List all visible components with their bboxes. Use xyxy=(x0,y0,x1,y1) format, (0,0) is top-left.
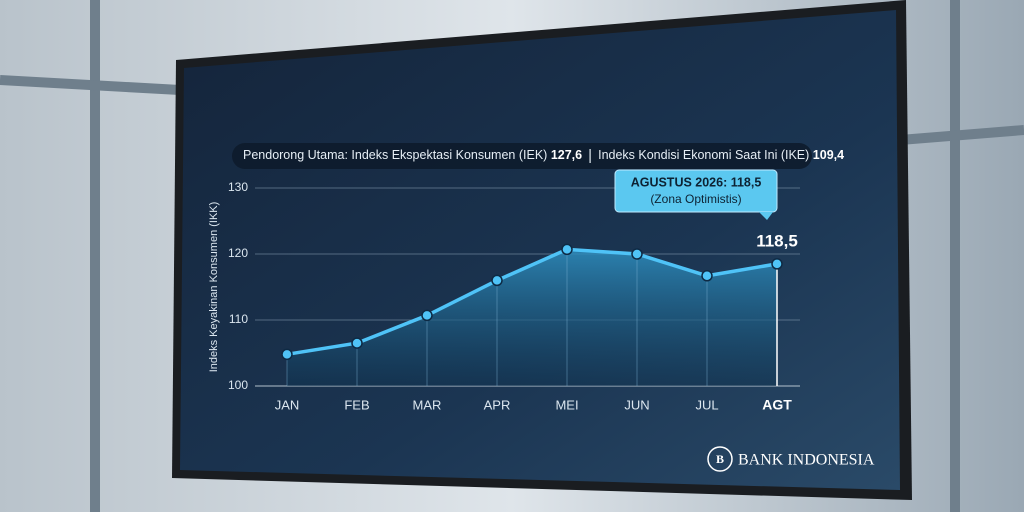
x-tick-label: JUN xyxy=(624,397,649,412)
x-tick-label: MAR xyxy=(413,397,442,412)
x-tick-label: JAN xyxy=(275,397,300,412)
point xyxy=(631,248,643,260)
y-tick-label: 110 xyxy=(229,312,248,326)
annotation-title: AGUSTUS 2026: 118,5 xyxy=(631,175,762,189)
point xyxy=(491,274,503,287)
annotation-box xyxy=(614,169,778,213)
annotation-pointer xyxy=(759,212,773,220)
brand-logo-mark: B xyxy=(716,452,724,466)
subtitle-text: Pendorong Utama: Indeks Ekspektasi Konsu… xyxy=(243,148,547,162)
x-tick-label: AGT xyxy=(762,397,792,413)
line xyxy=(286,247,778,357)
subtitle-pill xyxy=(232,143,812,169)
y-tick-label: 120 xyxy=(228,246,248,260)
area xyxy=(287,249,777,386)
subtitle-value: 109,4 xyxy=(813,148,844,162)
subtitle-value: 127,6 xyxy=(551,148,582,162)
brand: B BANK INDONESIA xyxy=(707,446,875,472)
x-tick-label: MEI xyxy=(555,397,578,412)
subtitle-text: Indeks Kondisi Ekonomi Saat Ini (IKE) xyxy=(598,148,809,162)
point xyxy=(771,258,783,270)
x-tick-label: APR xyxy=(484,397,511,412)
point xyxy=(561,243,573,256)
brand-logo xyxy=(707,446,733,472)
subtitle: Indeks Kondisi Ekonomi Saat Ini (IKE) 10… xyxy=(598,148,844,162)
plot: 100 110 120 130 JAN FEB MAR APR MEI JUN JUL AGT 118,… xyxy=(228,169,800,413)
point xyxy=(351,337,363,349)
y-axis-label: Indeks Keyakinan Konsumen (IKK) xyxy=(208,202,220,373)
brand-name: BANK INDONESIA xyxy=(738,452,875,469)
y-tick-label: 100 xyxy=(228,378,248,392)
x-tick-label: JUL xyxy=(695,397,718,412)
point xyxy=(281,348,293,361)
x-tick-label: FEB xyxy=(344,397,369,412)
point xyxy=(701,270,713,282)
annotation-text: (Zona Optimistis) xyxy=(650,192,741,206)
y-tick-label: 130 xyxy=(228,180,248,194)
value-label: 118,5 xyxy=(756,231,798,250)
point xyxy=(421,309,433,322)
subtitle: Pendorong Utama: Indeks Ekspektasi Konsu… xyxy=(243,148,582,162)
